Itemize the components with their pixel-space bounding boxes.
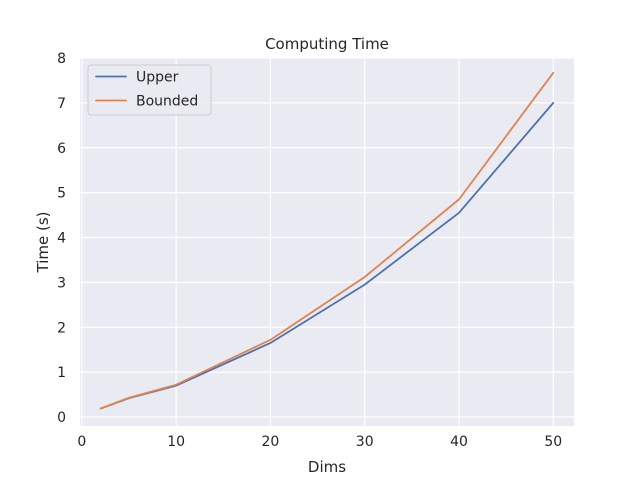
legend: Upper Bounded: [87, 64, 212, 116]
y-tick-label: 7: [57, 96, 66, 112]
x-tick-label: 40: [450, 434, 468, 450]
legend-box: [87, 64, 212, 116]
y-tick-label: 3: [57, 275, 66, 291]
x-tick-label: 30: [356, 434, 374, 450]
x-tick-label: 20: [262, 434, 280, 450]
y-tick-label: 8: [57, 51, 66, 67]
series-line-bounded: [99, 71, 555, 410]
y-tick-labels: 0 1 2 3 4 5 6 7 8: [57, 51, 66, 426]
y-tick-label: 0: [57, 410, 66, 426]
y-tick-label: 2: [57, 320, 66, 336]
x-tick-labels: 0 10 20 30 40 50: [77, 434, 562, 450]
series-lines: [99, 71, 555, 410]
x-tick-label: 0: [77, 434, 86, 450]
grid-lines: [80, 57, 574, 426]
y-tick-label: 6: [57, 141, 66, 157]
y-tick-label: 4: [57, 231, 66, 247]
chart-title: Computing Time: [265, 35, 389, 53]
y-tick-label: 5: [57, 186, 66, 202]
x-axis-title: Dims: [308, 458, 346, 476]
y-tick-label: 1: [57, 365, 66, 381]
legend-label-bounded: Bounded: [136, 94, 198, 110]
legend-label-upper: Upper: [136, 70, 179, 86]
x-tick-label: 10: [167, 434, 185, 450]
plot-background: [80, 58, 574, 426]
y-axis-title: Time (s): [34, 212, 52, 274]
x-tick-label: 50: [544, 434, 562, 450]
